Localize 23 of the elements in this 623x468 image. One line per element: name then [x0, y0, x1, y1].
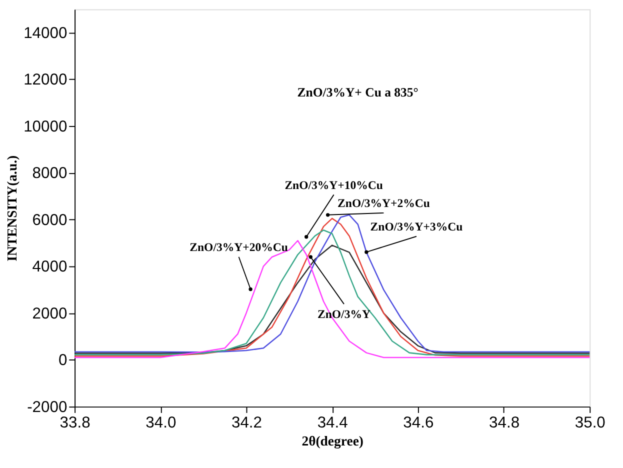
x-tick-label: 34.0 — [146, 414, 176, 432]
y-tick-label: 6000 — [32, 212, 68, 229]
annotation: ZnO/3%Y+2%Cu — [338, 197, 430, 210]
x-tick-label: 34.6 — [403, 414, 434, 432]
x-tick-label: 33.8 — [60, 414, 91, 432]
y-axis-title: INTENSITY(a.u.) — [4, 155, 20, 262]
y-tick-label: 10000 — [24, 118, 68, 136]
y-tick-label: 8000 — [32, 165, 68, 182]
x-tick-label: 35.0 — [574, 414, 606, 432]
y-tick-label: 0 — [58, 352, 68, 370]
text: ZnO/3%Y+ Cu a 835° — [297, 86, 418, 100]
annotation: ZnO/3%Y+10%Cu — [284, 178, 384, 192]
x-axis-title: 2θ(degree) — [302, 433, 364, 450]
annotation: ZnO/3%Y+20%Cu — [190, 240, 288, 254]
annotation: ZnO/3%Y+3%Cu — [370, 220, 464, 234]
y-tick-label: 14000 — [24, 24, 68, 42]
y-tick-label: -2000 — [27, 398, 68, 416]
y-tick-label: 2000 — [32, 305, 68, 322]
x-tick-label: 34.2 — [231, 414, 262, 432]
x-tick-label: 34.4 — [317, 414, 348, 432]
x-tick-label: 34.8 — [489, 414, 520, 432]
y-tick-label: 12000 — [24, 72, 68, 89]
y-tick-label: 4000 — [32, 258, 68, 276]
